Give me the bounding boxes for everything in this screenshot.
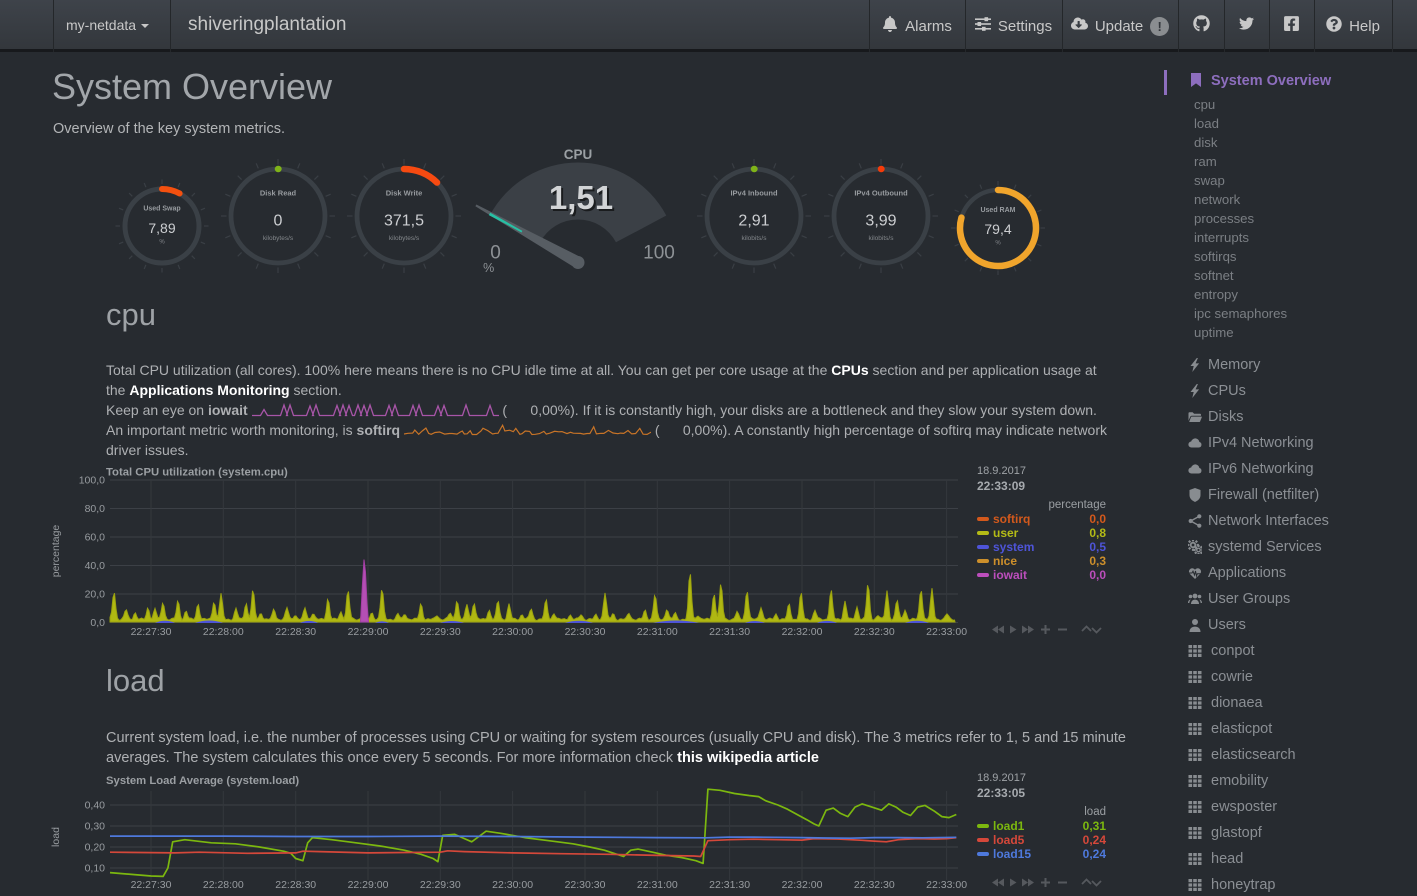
svg-text:22:32:00: 22:32:00 <box>782 879 823 891</box>
svg-text:0,30: 0,30 <box>85 821 106 833</box>
svg-text:%: % <box>159 240 165 246</box>
svg-text:IPv4 Outbound: IPv4 Outbound <box>854 188 908 197</box>
svg-text:22:33:00: 22:33:00 <box>926 879 967 891</box>
svg-text:22:31:00: 22:31:00 <box>637 879 678 891</box>
svg-text:22:28:30: 22:28:30 <box>275 626 316 638</box>
svg-text:load: load <box>50 827 62 847</box>
svg-text:20,0: 20,0 <box>85 589 106 601</box>
svg-text:22:30:00: 22:30:00 <box>492 626 533 638</box>
svg-text:22:32:30: 22:32:30 <box>854 626 895 638</box>
svg-text:80,0: 80,0 <box>85 503 106 515</box>
svg-text:22:30:00: 22:30:00 <box>492 879 533 891</box>
svg-text:7,89: 7,89 <box>148 220 175 236</box>
svg-text:Used Swap: Used Swap <box>143 206 180 213</box>
svg-text:22:31:30: 22:31:30 <box>709 626 750 638</box>
svg-text:22:31:00: 22:31:00 <box>637 626 678 638</box>
svg-text:percentage: percentage <box>50 525 62 578</box>
svg-text:22:27:30: 22:27:30 <box>131 626 172 638</box>
svg-text:kilobytes/s: kilobytes/s <box>263 235 294 242</box>
svg-text:22:27:30: 22:27:30 <box>131 879 172 891</box>
svg-text:0,20: 0,20 <box>85 842 106 854</box>
svg-text:Disk Read: Disk Read <box>260 188 297 197</box>
svg-text:22:28:00: 22:28:00 <box>203 879 244 891</box>
svg-text:0,0: 0,0 <box>90 617 105 629</box>
svg-text:22:29:30: 22:29:30 <box>420 879 461 891</box>
svg-text:100: 100 <box>643 243 675 264</box>
svg-text:0: 0 <box>274 213 283 230</box>
svg-text:Disk Write: Disk Write <box>386 188 423 197</box>
svg-text:100,0: 100,0 <box>79 475 105 487</box>
svg-text:22:30:30: 22:30:30 <box>565 879 606 891</box>
svg-text:79,4: 79,4 <box>984 221 1011 237</box>
svg-text:22:29:00: 22:29:00 <box>348 879 389 891</box>
svg-text:1,51: 1,51 <box>549 179 613 216</box>
svg-text:%: % <box>483 261 494 275</box>
svg-text:Total CPU utilization (system.: Total CPU utilization (system.cpu) <box>106 467 288 479</box>
svg-text:kilobits/s: kilobits/s <box>869 235 895 242</box>
svg-text:40,0: 40,0 <box>85 560 106 572</box>
svg-text:kilobits/s: kilobits/s <box>742 235 768 242</box>
svg-text:3,99: 3,99 <box>865 213 896 230</box>
svg-text:22:32:00: 22:32:00 <box>782 626 823 638</box>
svg-text:60,0: 60,0 <box>85 532 106 544</box>
svg-text:System Load Average (system.lo: System Load Average (system.load) <box>106 775 299 787</box>
svg-text:Used RAM: Used RAM <box>980 207 1015 214</box>
svg-text:22:28:00: 22:28:00 <box>203 626 244 638</box>
svg-text:22:29:30: 22:29:30 <box>420 626 461 638</box>
svg-text:22:28:30: 22:28:30 <box>275 879 316 891</box>
svg-text:371,5: 371,5 <box>384 213 424 230</box>
svg-text:CPU: CPU <box>564 147 593 162</box>
svg-text:22:31:30: 22:31:30 <box>709 879 750 891</box>
svg-text:22:32:30: 22:32:30 <box>854 879 895 891</box>
svg-text:0,40: 0,40 <box>85 800 106 812</box>
svg-text:22:33:00: 22:33:00 <box>926 626 967 638</box>
svg-text:2,91: 2,91 <box>738 213 769 230</box>
svg-text:22:30:30: 22:30:30 <box>565 626 606 638</box>
svg-text:0,10: 0,10 <box>85 863 106 875</box>
svg-text:IPv4 Inbound: IPv4 Inbound <box>730 188 778 197</box>
svg-text:22:29:00: 22:29:00 <box>348 626 389 638</box>
svg-text:%: % <box>995 241 1001 247</box>
svg-text:kilobytes/s: kilobytes/s <box>389 235 420 242</box>
svg-text:0: 0 <box>490 243 501 264</box>
